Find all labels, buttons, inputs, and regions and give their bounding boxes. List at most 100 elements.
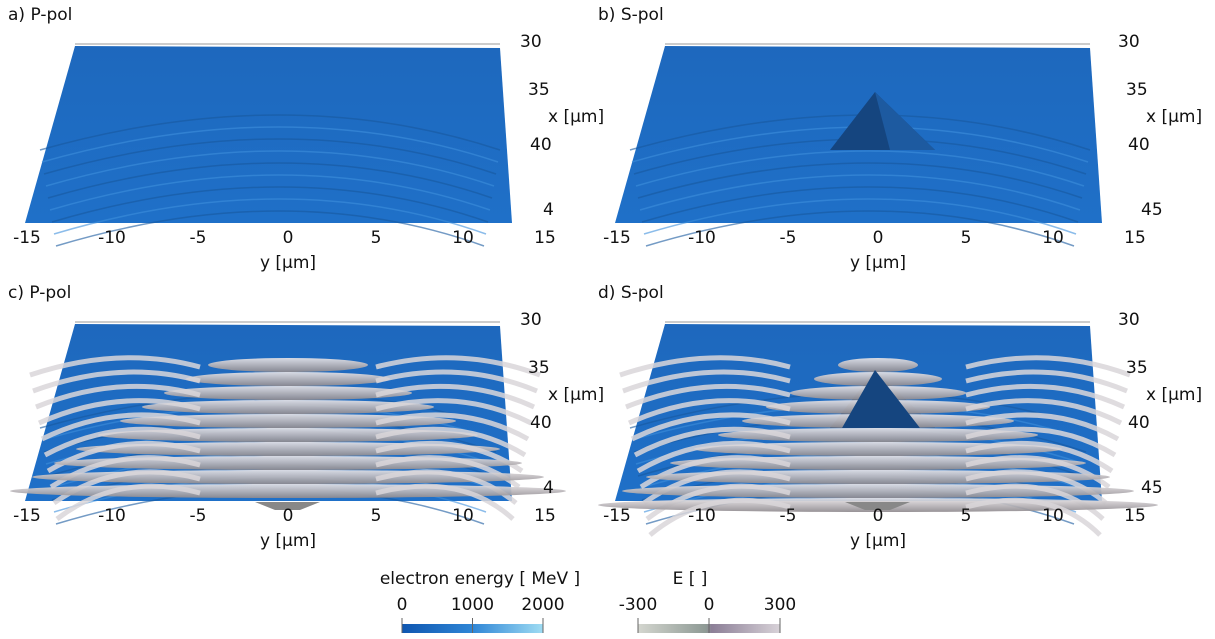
colorbar-tick-label: 1000 <box>451 595 494 615</box>
y-tick-label: -5 <box>190 506 207 526</box>
colorbar-tick-label: 300 <box>764 595 796 615</box>
panel-title: a) P-pol <box>8 5 72 25</box>
y-tick-label: 15 <box>534 506 556 526</box>
y-tick-label: -5 <box>780 228 797 248</box>
x-tick-label: 35 <box>528 358 550 378</box>
x-tick-label: 40 <box>1128 135 1150 155</box>
ripple <box>51 186 489 223</box>
y-tick-label: 5 <box>961 228 972 248</box>
isosurface <box>838 358 918 372</box>
shadow <box>255 502 320 510</box>
x-axis-label: x [μm] <box>548 385 604 405</box>
y-tick-label: -10 <box>688 228 716 248</box>
isosurface-band <box>965 441 1114 474</box>
colorbar-tick-label: 2000 <box>521 595 564 615</box>
x-tick-label: 35 <box>1126 358 1148 378</box>
y-tick-label: 10 <box>1042 506 1064 526</box>
panel: b) S-pol -15 -10 -5 0 5 10 15 y [μm] 30 35 40 45 x [μ… <box>598 5 1202 273</box>
x-tick-label: 30 <box>1118 32 1140 52</box>
panel: c) P-pol -15 -10 -5 0 5 10 15 y [μm] 30 35 40 4 x [μm… <box>8 283 604 551</box>
isosurface-band <box>375 398 533 426</box>
surface <box>25 46 512 223</box>
x-axis-label: x [μm] <box>1146 385 1202 405</box>
y-tick-label: 10 <box>452 506 474 526</box>
y-tick-label: 0 <box>283 228 294 248</box>
ripple <box>45 150 495 187</box>
x-tick-label: 35 <box>528 80 550 100</box>
isosurface-band <box>965 355 1131 378</box>
y-tick-label: -10 <box>688 506 716 526</box>
isosurface-band <box>965 398 1123 426</box>
colorbar-tick-label: -300 <box>619 595 658 615</box>
ripple <box>639 174 1081 211</box>
isosurface-band <box>965 497 1102 537</box>
y-tick-label: 0 <box>873 506 884 526</box>
x-tick-label: 4 <box>543 200 554 220</box>
panel-title: b) S-pol <box>598 5 664 25</box>
isosurface-band <box>375 369 538 394</box>
isosurface-band <box>375 483 515 521</box>
ripple <box>39 114 501 151</box>
isosurface <box>120 414 456 428</box>
y-tick-label: 5 <box>371 228 382 248</box>
isosurface-band <box>622 369 791 394</box>
x-tick-label: 30 <box>1118 310 1140 330</box>
isosurface-band <box>55 483 201 521</box>
x-tick-label: 40 <box>530 413 552 433</box>
isosurface-band <box>35 383 201 410</box>
y-axis-label: y [μm] <box>260 531 316 551</box>
isosurface-band <box>40 412 201 442</box>
isosurface-band <box>636 441 791 474</box>
y-axis-label: y [μm] <box>850 531 906 551</box>
x-tick-label: 45 <box>1141 200 1163 220</box>
y-tick-label: 15 <box>1124 228 1146 248</box>
y-tick-label: 0 <box>873 228 884 248</box>
isosurface <box>186 372 390 386</box>
y-tick-label: 0 <box>283 506 294 526</box>
x-tick-label: 35 <box>1126 80 1148 100</box>
panel: d) S-pol -15 -10 -5 0 5 10 15 y [μm] 30 35 40 45 x [μ… <box>598 283 1202 551</box>
isosurface-band <box>375 355 541 378</box>
y-tick-label: -5 <box>190 228 207 248</box>
x-axis-label: x [μm] <box>1146 107 1202 127</box>
isosurface-band <box>965 369 1128 394</box>
y-tick-label: 10 <box>1042 228 1064 248</box>
isosurface-band <box>965 412 1120 442</box>
isosurface <box>718 428 1038 442</box>
peak <box>842 370 920 428</box>
y-tick-label: -10 <box>98 506 126 526</box>
isosurface <box>142 400 434 414</box>
isosurface-band <box>619 355 791 378</box>
colorbar-label: electron energy [ MeV ] <box>380 569 580 589</box>
isosurface-band <box>965 383 1126 410</box>
x-tick-label: 30 <box>520 310 542 330</box>
isosurface-band <box>375 426 527 458</box>
isosurface-band <box>627 398 791 426</box>
ripple <box>55 210 485 247</box>
y-tick-label: 5 <box>961 506 972 526</box>
y-axis-label: y [μm] <box>850 253 906 273</box>
y-tick-label: -15 <box>13 506 41 526</box>
isosurface <box>98 428 478 442</box>
ripple <box>43 138 497 175</box>
peak-face <box>875 92 935 150</box>
isosurface-band <box>43 426 201 458</box>
colorbar-tick-label: 0 <box>397 595 408 615</box>
isosurface-band <box>375 383 536 410</box>
y-tick-label: -15 <box>13 228 41 248</box>
x-tick-label: 45 <box>1141 478 1163 498</box>
y-tick-label: 10 <box>452 228 474 248</box>
ripple <box>645 210 1075 247</box>
isosurface-band <box>625 383 791 410</box>
isosurface-band <box>32 369 201 394</box>
y-tick-label: -5 <box>780 506 797 526</box>
panel: a) P-pol -15 -10 -5 0 5 10 15 y [μm] 30 35 40 4 x [μm… <box>8 5 604 273</box>
isosurface-band <box>965 426 1117 458</box>
panel-title: d) S-pol <box>598 283 664 303</box>
y-tick-label: 5 <box>371 506 382 526</box>
isosurface-band <box>375 412 530 442</box>
x-tick-label: 40 <box>530 135 552 155</box>
ripple <box>635 150 1085 187</box>
y-tick-label: -15 <box>603 228 631 248</box>
